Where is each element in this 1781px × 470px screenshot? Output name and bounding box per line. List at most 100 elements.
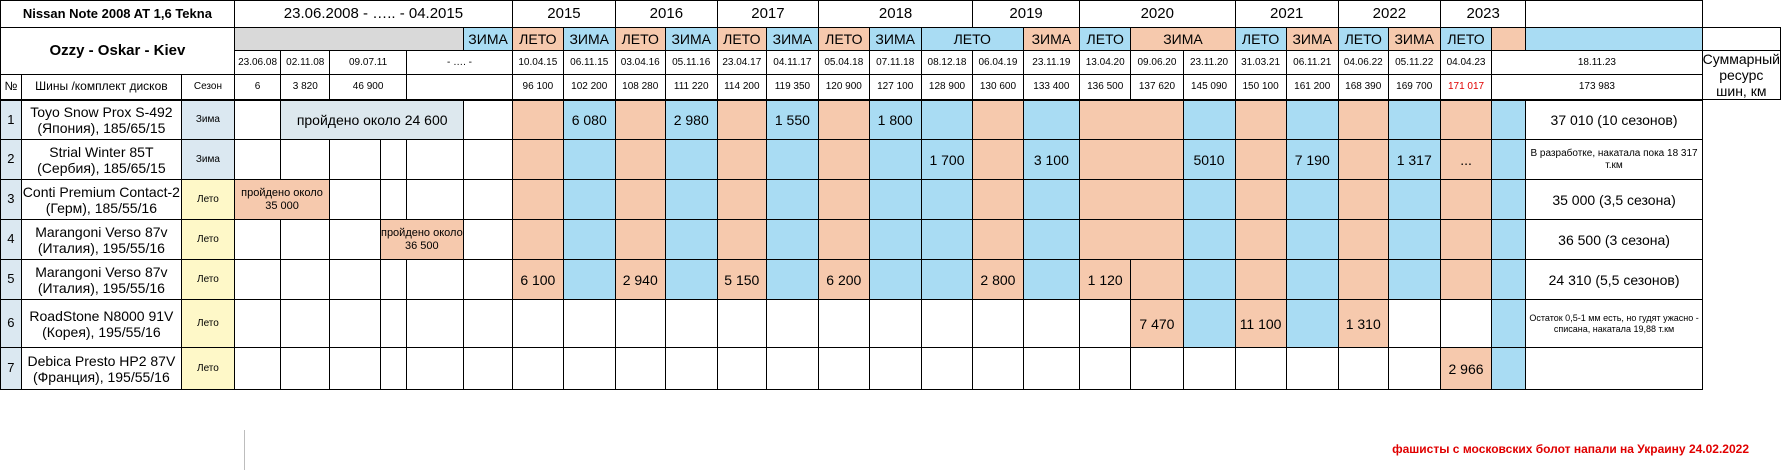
summer-cell	[818, 179, 870, 221]
tire-log-table: Nissan Note 2008 AT 1,6 Tekna 23.06.2008…	[0, 0, 1781, 391]
empty-cell	[379, 259, 407, 301]
winter-cell	[1285, 179, 1339, 221]
season-label: ЗИМА	[1130, 27, 1236, 51]
footer-area: фашисты с московских болот напали на Укр…	[0, 430, 1781, 470]
winter-cell	[562, 139, 616, 181]
season-label: ЛЕТО	[716, 27, 767, 51]
winter-cell	[1285, 219, 1339, 261]
summer-cell	[614, 179, 666, 221]
winter-cell	[1387, 259, 1441, 301]
odo-cell: 3 820	[280, 74, 331, 101]
season-label: ЛЕТО	[1337, 27, 1389, 51]
date-cell: 08.12.18	[920, 49, 974, 76]
total-value: 35 000 (3,5 сезона)	[1525, 179, 1703, 221]
winter-cell	[664, 219, 718, 261]
odo-cell: 136 500	[1079, 74, 1132, 101]
summer-cell	[1234, 219, 1287, 261]
season-label: ЗИМА	[765, 27, 820, 51]
winter-cell	[765, 179, 820, 221]
empty-cell	[379, 179, 407, 221]
summer-cell	[716, 179, 767, 221]
season-label: ЗИМА	[463, 27, 514, 51]
summer-cell	[716, 139, 767, 181]
season-label: ЛЕТО	[1079, 27, 1132, 51]
empty-cell	[405, 299, 465, 349]
date-cell: 06.11.15	[562, 49, 616, 76]
row-number: 2	[0, 139, 22, 181]
tire-name: Strial Winter 85T (Сербия), 185/65/15	[20, 139, 183, 181]
winter-cell	[664, 139, 718, 181]
season-header: Сезон	[181, 74, 235, 101]
empty-cell	[716, 347, 767, 391]
season-label: ЗИМА	[1285, 27, 1339, 51]
empty-cell	[1701, 27, 1781, 51]
winter-cell	[562, 219, 616, 261]
total-value: 37 010 (10 сезонов)	[1525, 99, 1703, 141]
summer-cell	[1337, 179, 1389, 221]
summer-cell	[512, 219, 564, 261]
winter-cell	[765, 139, 820, 181]
year-2020: 2020	[1079, 0, 1236, 28]
empty-cell	[1525, 0, 1703, 28]
odo-cell: 168 390	[1337, 74, 1389, 101]
winter-cell	[1491, 347, 1527, 391]
summer-cell	[614, 139, 666, 181]
date-cell: 23.11.19	[1022, 49, 1081, 76]
odo-cell: 6	[233, 74, 282, 101]
tire-name: Marangoni Verso 87v (Италия), 195/55/16	[20, 259, 183, 301]
summer-cell	[1130, 259, 1184, 301]
year-2022: 2022	[1337, 0, 1441, 28]
season-cell: Лето	[181, 179, 235, 221]
empty-cell	[233, 299, 282, 349]
winter-cell	[1022, 99, 1081, 141]
empty-cell	[329, 139, 381, 181]
empty-cell	[818, 347, 870, 391]
empty-cell	[512, 299, 564, 349]
pre-2015-note: пройдено около 36 500	[379, 219, 465, 261]
km-value: 1 317	[1387, 139, 1441, 181]
winter-cell	[1022, 219, 1081, 261]
km-value: 3 100	[1022, 139, 1081, 181]
date-cell: 03.04.16	[614, 49, 666, 76]
summer-cell	[1337, 219, 1389, 261]
total-value	[1525, 347, 1703, 391]
winter-cell	[868, 219, 922, 261]
summer-cell	[1234, 259, 1287, 301]
odo-cell: 46 900	[329, 74, 407, 101]
owners-label: Ozzy - Oskar - Kiev	[0, 26, 235, 76]
winter-cell	[1285, 99, 1339, 141]
season-label	[1525, 27, 1703, 51]
km-value: 6 100	[512, 259, 564, 301]
empty-cell	[405, 259, 465, 301]
empty-cell	[379, 299, 407, 349]
total-value: Остаток 0,5-1 мм есть, но гудят ужасно -…	[1525, 299, 1703, 349]
empty-cell	[1022, 299, 1081, 349]
pre-2015-note: пройдено около 24 600	[280, 99, 465, 141]
divider	[244, 430, 245, 470]
km-value: 6 200	[818, 259, 870, 301]
season-label	[1491, 27, 1527, 51]
km-value: 5010	[1182, 139, 1236, 181]
season-label: ЛЕТО	[818, 27, 870, 51]
summer-cell	[716, 99, 767, 141]
odo-cell: 173 983	[1491, 74, 1703, 101]
tire-header: Шины /комплект дисков	[20, 74, 183, 101]
date-cell: 06.04.19	[972, 49, 1024, 76]
num-header: №	[0, 74, 22, 101]
empty-cell	[329, 259, 381, 301]
winter-cell	[1491, 139, 1527, 181]
season-cell: Лето	[181, 259, 235, 301]
season-label: ЗИМА	[562, 27, 616, 51]
km-value: 5 150	[716, 259, 767, 301]
empty-cell	[920, 299, 974, 349]
summer-cell	[1079, 179, 1184, 221]
odo-cell: 145 090	[1182, 74, 1236, 101]
winter-cell	[920, 219, 974, 261]
winter-cell	[1387, 219, 1441, 261]
empty-cell	[233, 99, 282, 141]
empty-cell	[664, 347, 718, 391]
summer-cell	[1234, 179, 1287, 221]
date-cell: 07.11.18	[868, 49, 922, 76]
date-cell: 09.07.11	[329, 49, 407, 76]
date-cell: 31.03.21	[1234, 49, 1287, 76]
